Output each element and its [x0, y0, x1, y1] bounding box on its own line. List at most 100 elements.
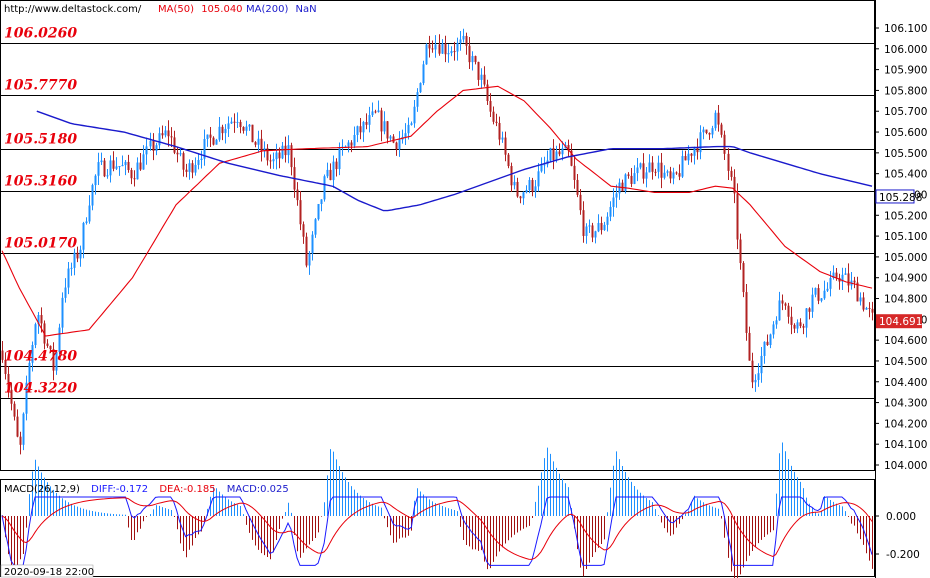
candle-up	[97, 162, 100, 176]
candle-up	[91, 185, 94, 206]
candle-down	[669, 171, 672, 179]
candle-down	[723, 134, 726, 154]
candle-down	[329, 169, 332, 181]
candle-up	[811, 294, 814, 312]
y-tick-label: 105.500	[884, 148, 927, 160]
candle-up	[413, 106, 416, 124]
source-url[interactable]: http://www.deltastock.com/	[4, 4, 142, 15]
candle-up	[434, 44, 437, 50]
candle-up	[865, 307, 868, 310]
candle-down	[504, 137, 507, 155]
candle-up	[389, 136, 392, 139]
candle-down	[742, 263, 745, 293]
candle-down	[290, 145, 293, 168]
candle-up	[657, 162, 660, 172]
candle-up	[585, 226, 588, 236]
candle-down	[489, 100, 492, 112]
candle-down	[13, 403, 16, 417]
candle-up	[681, 156, 684, 177]
candle-up	[203, 139, 206, 159]
candle-up	[618, 182, 621, 194]
candle-down	[573, 165, 576, 180]
candle-up	[588, 225, 591, 227]
macd-value-label: MACD:0.025	[227, 484, 289, 495]
svg-text:http://www.deltastock.com/: http://www.deltastock.com/	[4, 4, 142, 15]
candle-up	[287, 145, 290, 156]
candle-down	[233, 121, 236, 123]
candle-down	[4, 359, 7, 374]
level-label: 104.3220	[4, 381, 77, 397]
candle-up	[248, 124, 251, 127]
level-labels: 106.0260 105.7770 105.5180 105.3160 105.0170…	[4, 26, 77, 397]
y-tick-label: 104.300	[884, 398, 927, 410]
candle-down	[570, 150, 573, 166]
y-tick-label: 106.000	[884, 44, 927, 56]
candle-up	[633, 173, 636, 184]
candle-up	[106, 175, 109, 177]
candle-down	[1, 350, 4, 360]
timestamp-box	[0, 564, 94, 578]
candle-down	[302, 224, 305, 237]
candle-up	[218, 126, 221, 140]
candle-up	[522, 192, 525, 199]
candle-up	[28, 362, 31, 383]
candle-up	[37, 315, 40, 325]
candle-up	[356, 126, 359, 135]
candle-up	[115, 166, 118, 169]
candle-up	[31, 345, 34, 363]
last-price-badge: 104.691	[876, 314, 922, 329]
macd-tick-label: 0.000	[886, 511, 916, 523]
candle-up	[711, 128, 714, 135]
candle-down	[531, 180, 534, 192]
candle-up	[796, 322, 799, 329]
candle-up	[606, 216, 609, 225]
candle-down	[678, 173, 681, 177]
candle-down	[221, 126, 224, 134]
candle-down	[582, 210, 585, 236]
candle-up	[597, 222, 600, 232]
y-tick-label: 105.400	[884, 169, 927, 181]
candle-down	[278, 152, 281, 159]
y-tick-label: 104.200	[884, 418, 927, 430]
candle-down	[552, 148, 555, 160]
level-label: 105.7770	[4, 78, 77, 94]
candle-down	[790, 316, 793, 325]
candle-up	[416, 92, 419, 107]
candle-down	[486, 84, 489, 101]
candle-up	[410, 123, 413, 125]
candle-up	[34, 324, 37, 346]
candle-up	[666, 171, 669, 173]
candle-down	[269, 160, 272, 162]
candle-down	[127, 161, 130, 171]
candle-up	[561, 148, 564, 155]
candle-up	[281, 145, 284, 159]
svg-text:MACD(26,12,9) DIFF:-0.172: MACD(26,12,9) DIFF:-0.172 DEA:-0.185 MAC…	[4, 484, 289, 495]
candle-up	[149, 140, 152, 147]
candle-down	[808, 308, 811, 312]
candle-up	[829, 278, 832, 289]
candle-up	[332, 161, 335, 181]
y-tick-label: 105.600	[884, 127, 927, 139]
ma50-label: MA(50)	[158, 4, 194, 15]
candle-down	[630, 175, 633, 184]
candle-up	[603, 224, 606, 231]
candle-up	[823, 290, 826, 299]
y-tick-label: 105.200	[884, 210, 927, 222]
candle-up	[257, 138, 260, 145]
candle-up	[338, 148, 341, 170]
candle-down	[793, 324, 796, 329]
candle-down	[52, 349, 55, 371]
candle-up	[645, 172, 648, 179]
candle-up	[537, 171, 540, 187]
candle-down	[751, 360, 754, 383]
last-price-value: 104.691	[879, 316, 922, 328]
candle-down	[516, 181, 519, 197]
candle-down	[284, 145, 287, 156]
candle-down	[191, 163, 194, 173]
y-tick-label: 104.800	[884, 294, 927, 306]
macd-diff-label: DIFF:-0.172	[91, 484, 148, 495]
candle-down	[380, 110, 383, 132]
candle-down	[591, 225, 594, 238]
candle-down	[642, 163, 645, 179]
candle-down	[483, 74, 486, 85]
